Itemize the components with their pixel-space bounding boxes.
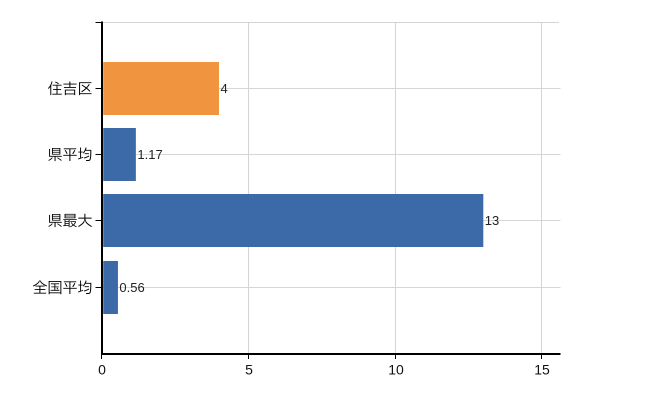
svg-text:0: 0 (98, 362, 106, 378)
svg-text:13: 13 (485, 213, 499, 228)
svg-text:0.56: 0.56 (119, 280, 144, 295)
svg-text:10: 10 (388, 362, 404, 378)
svg-text:4: 4 (221, 81, 228, 96)
svg-text:5: 5 (245, 362, 253, 378)
svg-text:15: 15 (534, 362, 550, 378)
svg-text:1.17: 1.17 (137, 147, 162, 162)
